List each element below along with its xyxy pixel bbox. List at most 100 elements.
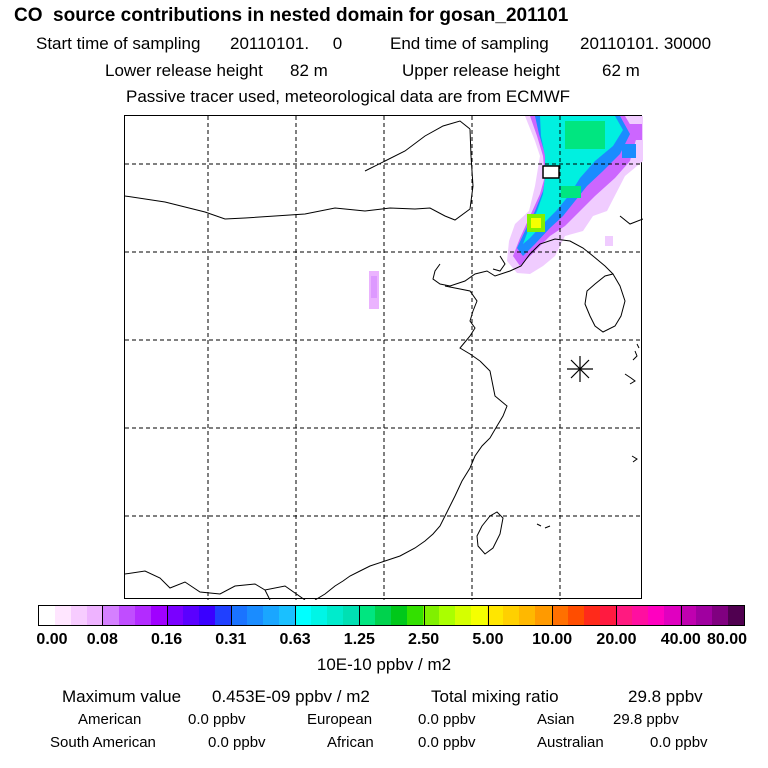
upper-height-label: Upper release height [402, 61, 560, 80]
colorbar-segment [727, 606, 744, 625]
region-name: South American [50, 734, 156, 751]
colorbar-divider [423, 606, 425, 625]
map-canvas [125, 116, 643, 600]
region-name: American [78, 711, 142, 728]
end-time-label: End time of sampling [390, 34, 549, 53]
colorbar-divider [102, 606, 104, 625]
colorbar-tick-label: 0.63 [279, 631, 311, 648]
receptor-star-icon [567, 356, 593, 382]
colorbar-segment [247, 606, 264, 625]
colorbar-divider [616, 606, 618, 625]
total-mixing-value: 29.8 ppbv [628, 687, 703, 706]
colorbar-segment [359, 606, 376, 625]
colorbar-segment [423, 606, 440, 625]
colorbar-divider [552, 606, 554, 625]
colorbar-tick-label: 40.00 [660, 631, 701, 648]
colorbar-segment [39, 606, 56, 625]
colorbar-segment [711, 606, 728, 625]
upper-height-value: 62 m [602, 61, 640, 80]
colorbar-divider [166, 606, 168, 625]
colorbar-segment [215, 606, 232, 625]
colorbar-tick-label: 5.00 [472, 631, 504, 648]
colorbar-segment [439, 606, 456, 625]
lower-height-value: 82 m [290, 61, 328, 80]
colorbar-tick-label: 0.16 [150, 631, 183, 648]
colorbar-segment [167, 606, 184, 625]
colorbar-segment [551, 606, 568, 625]
region-value: 29.8 ppbv [613, 711, 679, 728]
colorbar-segment [487, 606, 504, 625]
colorbar-segment [71, 606, 88, 625]
colorbar-divider [680, 606, 682, 625]
start-time-value: 20110101. 0 [230, 34, 343, 53]
colorbar-segment [327, 606, 344, 625]
colorbar-tick-label: 1.25 [343, 631, 375, 648]
colorbar-tick-label: 80.00 [706, 631, 748, 648]
colorbar-segment [231, 606, 248, 625]
colorbar-unit: 10E-10 ppbv / m2 [316, 655, 452, 674]
colorbar-tick-label: 0.00 [36, 631, 68, 648]
colorbar-segment [311, 606, 328, 625]
colorbar-tick-label: 0.31 [215, 631, 247, 648]
lower-height-label: Lower release height [105, 61, 263, 80]
colorbar-divider [359, 606, 361, 625]
colorbar-segment [103, 606, 120, 625]
colorbar-segment [375, 606, 392, 625]
colorbar-segment [263, 606, 280, 625]
region-name: African [327, 734, 374, 751]
colorbar-segment [503, 606, 520, 625]
map-panel [124, 115, 643, 600]
colorbar-segment [519, 606, 536, 625]
colorbar-segment [55, 606, 72, 625]
tracer-plume [369, 116, 643, 309]
end-time-value: 20110101. 30000 [580, 34, 712, 53]
colorbar-divider [230, 606, 232, 625]
colorbar-tick-label: 0.08 [86, 631, 118, 648]
lat-lon-grid [125, 116, 643, 600]
colorbar-segment [407, 606, 424, 625]
colorbar-segment [567, 606, 584, 625]
colorbar-segment [199, 606, 216, 625]
colorbar-segment [615, 606, 632, 625]
coastlines [125, 120, 643, 600]
colorbar [38, 605, 745, 626]
colorbar-segment [663, 606, 680, 625]
colorbar-segment [583, 606, 600, 625]
colorbar-divider [295, 606, 297, 625]
colorbar-divider [487, 606, 489, 625]
region-name: European [307, 711, 373, 728]
colorbar-segment [631, 606, 648, 625]
colorbar-segment [343, 606, 360, 625]
max-value: 0.453E-09 ppbv / m2 [212, 687, 370, 706]
colorbar-segment [695, 606, 712, 625]
colorbar-segment [135, 606, 152, 625]
colorbar-segment [391, 606, 408, 625]
total-mixing-label: Total mixing ratio [431, 687, 559, 706]
colorbar-segment [471, 606, 488, 625]
colorbar-segment [679, 606, 696, 625]
region-value: 0.0 ppbv [188, 711, 246, 728]
colorbar-segment [279, 606, 296, 625]
colorbar-tick-label: 2.50 [408, 631, 440, 648]
colorbar-segment [151, 606, 168, 625]
region-value: 0.0 ppbv [418, 734, 476, 751]
tracer-note: Passive tracer used, meteorological data… [126, 87, 571, 106]
start-time-label: Start time of sampling [36, 34, 201, 53]
colorbar-segment [455, 606, 472, 625]
page-title: CO source contributions in nested domain… [14, 5, 569, 26]
region-name: Australian [537, 734, 604, 751]
region-value: 0.0 ppbv [418, 711, 476, 728]
colorbar-segment [295, 606, 312, 625]
max-value-label: Maximum value [62, 687, 182, 706]
colorbar-segment [87, 606, 104, 625]
colorbar-tick-label: 20.00 [596, 631, 637, 648]
colorbar-segment [647, 606, 664, 625]
colorbar-tick-label: 10.00 [532, 631, 573, 648]
colorbar-segment [599, 606, 616, 625]
region-name: Asian [537, 711, 575, 728]
region-value: 0.0 ppbv [208, 734, 266, 751]
colorbar-segment [183, 606, 200, 625]
region-value: 0.0 ppbv [650, 734, 708, 751]
colorbar-segment [119, 606, 136, 625]
colorbar-segment [535, 606, 552, 625]
